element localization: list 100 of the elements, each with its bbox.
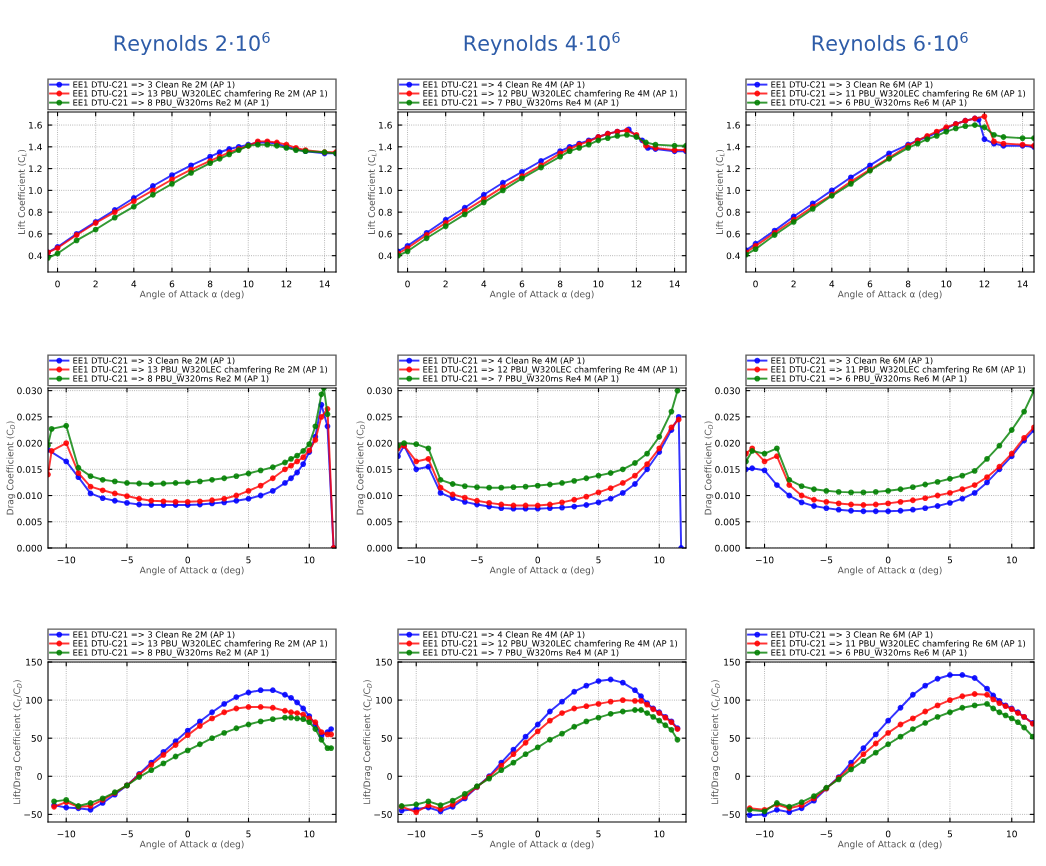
legend-label: EE1 DTU-C21 => 4 Clean Re 4M (AP 1)	[423, 357, 585, 365]
x-axis-title: Angle of Attack α (deg)	[837, 566, 942, 576]
y-axis-title: Lift Coefficient (C$_{L}$)	[367, 149, 377, 234]
y-tick-label: 0.025	[715, 413, 740, 421]
y-tick-label: 0.010	[367, 492, 392, 500]
legend-label: EE1 DTU-C21 => 13 PBU_W320LEC chamfering Re 2M (AP 1)	[73, 90, 328, 99]
x-tick-label: 0	[535, 830, 541, 838]
x-tick-label: −5	[121, 556, 133, 564]
x-tick-label: 10	[593, 280, 604, 288]
y-tick-label: 0.020	[17, 439, 42, 447]
legend-label: EE1 DTU-C21 => 8 PBU_W320ms Re2 M (AP 1)	[73, 375, 269, 384]
x-axis-title: Angle of Attack α (deg)	[489, 566, 594, 576]
x-tick-label: 0	[185, 556, 191, 564]
legend-label: EE1 DTU-C21 => 3 Clean Re 2M (AP 1)	[73, 357, 235, 365]
legend-label: EE1 DTU-C21 => 12 PBU_W320LEC chamfering Re 4M (AP 1)	[423, 640, 678, 649]
x-tick-label: 6	[519, 280, 525, 288]
legend-label: EE1 DTU-C21 => 8 PBU_W320ms Re2 M (AP 1)	[73, 99, 269, 108]
legend-label: EE1 DTU-C21 => 3 Clean Re 6M (AP 1)	[771, 357, 933, 365]
y-tick-label: 0.6	[28, 230, 42, 238]
legend-label: EE1 DTU-C21 => 6 PBU_W320ms Re6 M (AP 1)	[771, 99, 967, 108]
y-tick-label: 0.8	[378, 208, 392, 216]
y-tick-label: 1.6	[727, 121, 740, 129]
x-tick-label: 5	[596, 830, 601, 838]
legend-label: EE1 DTU-C21 => 13 PBU_W320LEC chamfering Re 2M (AP 1)	[73, 366, 328, 375]
y-tick-label: 0.010	[17, 492, 42, 500]
legend-label: EE1 DTU-C21 => 12 PBU_W320LEC chamfering Re 4M (AP 1)	[423, 366, 678, 375]
y-tick-label: −50	[374, 811, 392, 818]
y-tick-label: 1.0	[379, 187, 392, 194]
y-tick-label: 1.4	[727, 143, 740, 151]
x-tick-label: 10	[654, 830, 665, 838]
x-axis-title: Angle of Attack α (deg)	[837, 290, 942, 300]
x-tick-label: 5	[947, 556, 953, 564]
x-tick-label: 10	[1007, 830, 1017, 838]
y-axis-title: Drag Coefficient (C$_{D}$)	[356, 421, 366, 515]
legend-label: EE1 DTU-C21 => 7 PBU_W320ms Re4 M (AP 1)	[423, 649, 619, 658]
x-tick-label: 4	[829, 280, 835, 288]
legend-label: EE1 DTU-C21 => 7 PBU_W320ms Re4 M (AP 1)	[423, 375, 619, 384]
y-tick-label: 0.030	[367, 387, 392, 395]
y-tick-label: 0.4	[726, 252, 740, 260]
chart-title: Reynolds 6·10$^{6}$	[812, 31, 968, 56]
x-tick-label: 0	[535, 556, 541, 564]
y-tick-label: 0.000	[17, 544, 42, 552]
y-tick-label: 100	[724, 696, 740, 704]
y-tick-label: 1.6	[29, 121, 42, 129]
y-tick-label: 1.6	[379, 121, 392, 129]
y-tick-label: 1.2	[727, 165, 740, 173]
x-tick-label: 0	[753, 280, 758, 288]
y-tick-label: 0.020	[715, 439, 740, 447]
x-tick-label: −5	[820, 830, 833, 838]
x-tick-label: −5	[471, 830, 483, 838]
x-tick-label: 14	[1017, 280, 1028, 288]
y-tick-label: 0.4	[378, 252, 392, 260]
y-axis-title: Lift Coefficient (C$_{L}$)	[715, 149, 725, 234]
y-tick-label: 0.015	[715, 466, 740, 473]
x-tick-label: 10	[304, 830, 315, 838]
x-tick-label: 2	[443, 280, 448, 288]
x-tick-label: −5	[471, 556, 483, 564]
x-tick-label: −10	[407, 830, 426, 838]
x-tick-label: 14	[669, 280, 680, 288]
y-tick-label: 50	[729, 734, 740, 742]
legend-label: EE1 DTU-C21 => 11 PBU_W320LEC chamfering Re 6M (AP 1)	[771, 366, 1026, 375]
x-tick-label: −10	[407, 556, 426, 564]
y-tick-label: 50	[381, 734, 392, 742]
y-tick-label: 0.030	[715, 387, 740, 395]
y-tick-label: −50	[24, 811, 42, 818]
y-axis-title: Lift/Drag Coefficient (C$_{L}$/C$_{D}$)	[363, 680, 372, 804]
x-axis-title: Angle of Attack α (deg)	[139, 290, 244, 300]
legend-label: EE1 DTU-C21 => 11 PBU_W320LEC chamfering Re 6M (AP 1)	[771, 90, 1026, 99]
y-axis-title: Lift/Drag Coefficient (C$_{L}$/C$_{D}$)	[711, 680, 720, 804]
y-tick-label: 1.4	[379, 143, 392, 151]
x-tick-label: 10	[243, 280, 254, 288]
y-tick-label: 150	[26, 658, 42, 666]
x-tick-label: 6	[867, 280, 873, 288]
legend-label: EE1 DTU-C21 => 3 Clean Re 2M (AP 1)	[73, 81, 235, 89]
y-tick-label: 0.025	[17, 413, 42, 421]
chart-title: Reynolds 2·10$^{6}$	[114, 31, 270, 56]
y-tick-label: 0.8	[28, 208, 42, 216]
y-tick-label: 0	[735, 773, 740, 780]
y-tick-label: 0.005	[367, 518, 392, 526]
y-tick-label: 150	[724, 658, 740, 666]
x-axis-title: Angle of Attack α (deg)	[489, 840, 594, 850]
x-tick-label: 4	[481, 280, 487, 288]
y-tick-label: 0.030	[17, 387, 42, 395]
y-tick-label: 0.010	[715, 492, 740, 500]
y-axis-title: Lift/Drag Coefficient (C$_{L}$/C$_{D}$)	[13, 680, 22, 804]
x-tick-label: −10	[57, 556, 76, 564]
x-axis-title: Angle of Attack α (deg)	[139, 840, 244, 850]
x-tick-label: 0	[55, 280, 60, 288]
y-axis-title: Drag Coefficient (C$_{D}$)	[6, 421, 16, 515]
legend-label: EE1 DTU-C21 => 6 PBU_W320ms Re6 M (AP 1)	[771, 375, 967, 384]
x-axis-title: Angle of Attack α (deg)	[837, 840, 942, 850]
y-tick-label: 0.6	[726, 230, 740, 238]
x-axis-title: Angle of Attack α (deg)	[139, 566, 244, 576]
x-tick-label: 12	[281, 280, 292, 288]
legend-label: EE1 DTU-C21 => 3 Clean Re 6M (AP 1)	[771, 81, 933, 89]
y-tick-label: 0.015	[17, 466, 42, 473]
y-tick-label: 0.020	[367, 439, 392, 447]
x-tick-label: 5	[246, 830, 251, 838]
legend-label: EE1 DTU-C21 => 12 PBU_W320LEC chamfering Re 4M (AP 1)	[423, 90, 678, 99]
y-axis-title: Drag Coefficient (C$_{D}$)	[704, 421, 714, 515]
